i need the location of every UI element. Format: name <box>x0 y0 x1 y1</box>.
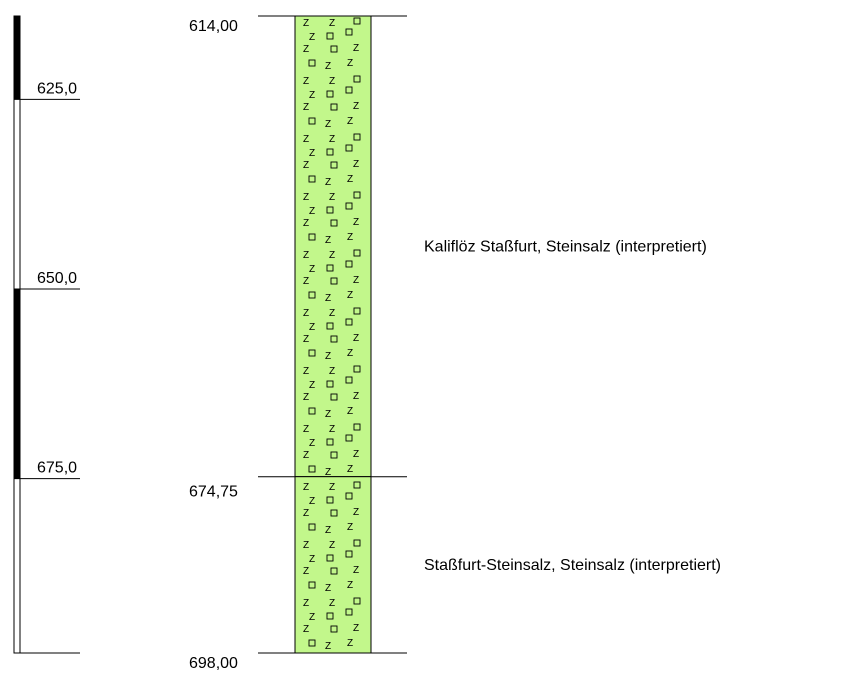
layer-description: Staßfurt-Steinsalz, Steinsalz (interpret… <box>424 557 721 574</box>
layer-border <box>294 476 372 654</box>
scale-segment-dark <box>14 289 20 479</box>
depth-scale: 625,0 650,0 675,0 <box>13 15 80 654</box>
layer-pattern <box>295 16 371 477</box>
scale-tick-label: 650,0 <box>37 270 77 287</box>
layer-pattern <box>295 476 371 653</box>
scale-tick-label: 675,0 <box>37 460 77 477</box>
layer-1: 614,00 Kaliflöz Staßfurt, Steinsalz (inte… <box>189 15 707 478</box>
scale-segment-dark <box>14 16 20 100</box>
layer-2: 674,75 Staßfurt-Steinsalz, Steinsalz (int… <box>189 476 721 654</box>
layer-top-depth-label: 614,00 <box>189 18 238 35</box>
base-depth-label: 698,00 <box>189 655 238 672</box>
layer-column: 614,00 Kaliflöz Staßfurt, Steinsalz (inte… <box>189 15 721 654</box>
layer-top-depth-label: 674,75 <box>189 484 238 501</box>
layer-description: Kaliflöz Staßfurt, Steinsalz (interpreti… <box>424 238 707 255</box>
scale-tick-label: 625,0 <box>37 80 77 97</box>
